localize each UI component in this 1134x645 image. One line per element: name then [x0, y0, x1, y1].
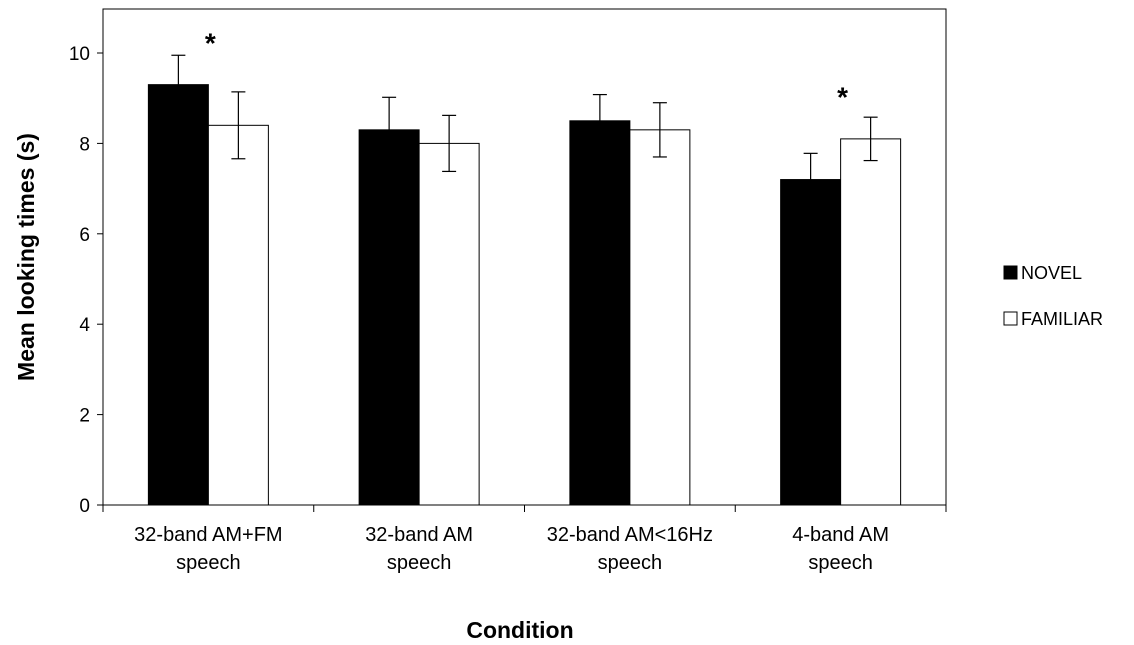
- category-label-line: speech: [598, 552, 663, 574]
- bar-familiar: [629, 129, 691, 506]
- error-bar: [592, 93, 607, 148]
- bars: [147, 84, 902, 506]
- category-label-line: 32-band AM<16Hz: [547, 524, 713, 546]
- error-bar: [652, 102, 667, 158]
- legend-item: NOVEL: [1003, 263, 1082, 283]
- error-bar: [231, 91, 246, 160]
- category-label-line: 4-band AM: [792, 524, 889, 546]
- category-label-line: 32-band AM: [365, 524, 473, 546]
- category-label: 32-band AM speech: [365, 524, 473, 574]
- error-bar: [382, 96, 397, 163]
- legend-swatch: [1003, 311, 1018, 326]
- y-tick-label: 6: [79, 225, 90, 246]
- category-label: 32-band AM+FM speech: [134, 524, 282, 574]
- category-label-line: speech: [387, 552, 452, 574]
- annotations: **: [205, 27, 848, 112]
- significance-star: *: [837, 82, 848, 113]
- legend-label: NOVEL: [1021, 263, 1082, 283]
- error-bar: [803, 152, 818, 207]
- error-bar: [863, 116, 878, 162]
- bar-familiar: [207, 124, 269, 506]
- y-tick-label: 2: [79, 406, 90, 427]
- legend-item: FAMILIAR: [1003, 309, 1103, 329]
- y-tick-label: 8: [79, 134, 90, 155]
- error-bar: [442, 114, 457, 173]
- error-bar: [171, 54, 186, 115]
- bar-novel: [358, 129, 420, 506]
- legend-label: FAMILIAR: [1021, 309, 1103, 329]
- category-label: 4-band AM speech: [792, 524, 889, 574]
- y-axis: 0 2 4 6 8 10: [69, 44, 103, 517]
- bar-familiar: [840, 138, 902, 506]
- x-axis-title: Condition: [466, 617, 573, 643]
- legend: NOVEL FAMILIAR: [1003, 263, 1103, 329]
- category-label: 32-band AM<16Hz speech: [547, 524, 713, 574]
- y-tick-label: 10: [69, 44, 90, 65]
- y-tick-label: 0: [79, 496, 90, 517]
- y-axis-title: Mean looking times (s): [13, 133, 39, 381]
- category-label-line: 32-band AM+FM: [134, 524, 282, 546]
- bar-familiar: [418, 142, 480, 506]
- legend-swatch: [1003, 265, 1018, 280]
- significance-star: *: [205, 27, 216, 58]
- y-tick-label: 4: [79, 315, 90, 336]
- bar-novel: [780, 179, 842, 506]
- category-label-line: speech: [808, 552, 873, 574]
- error-bars: [171, 54, 878, 207]
- category-label-line: speech: [176, 552, 241, 574]
- bar-novel: [569, 120, 631, 506]
- bar-novel: [147, 84, 209, 506]
